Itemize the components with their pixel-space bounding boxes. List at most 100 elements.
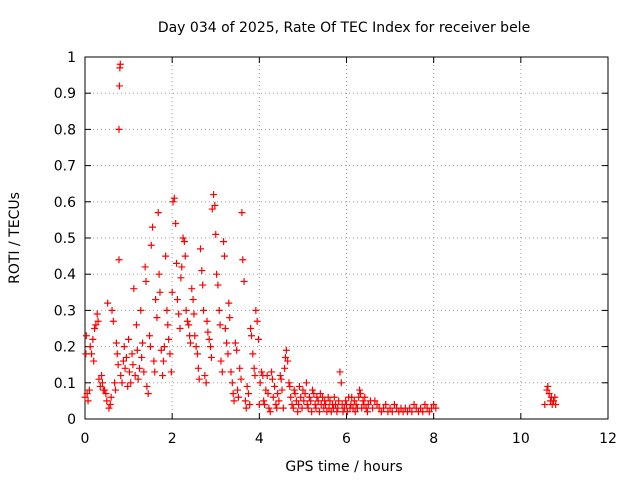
data-point [282,346,290,354]
data-point [272,401,280,409]
data-point [111,379,119,387]
data-point [243,382,251,390]
data-point [132,321,140,329]
data-point [343,408,351,416]
data-point [432,404,440,412]
data-point [166,350,174,358]
data-point [212,230,220,238]
data-point [200,306,208,314]
data-point [541,401,549,409]
data-point [183,317,191,325]
data-point [285,379,293,387]
data-point [333,408,341,416]
y-tick-label: 0.6 [54,195,76,211]
chart-title: Day 034 of 2025, Rate Of TEC Index for r… [158,20,530,36]
data-point [430,401,438,409]
data-point [229,390,237,398]
data-point [121,364,129,372]
data-points [81,60,560,416]
data-point [314,397,322,405]
data-point [146,343,154,351]
data-point [364,401,372,409]
data-point [215,306,223,314]
data-point [175,310,183,318]
data-point [82,332,90,340]
data-point [208,205,216,213]
data-point [406,404,414,412]
data-point [207,343,215,351]
data-point [189,296,197,304]
data-point [326,397,334,405]
data-point [108,306,116,314]
plot-border [84,56,609,420]
data-point [172,220,180,228]
data-point [247,332,255,340]
data-point [125,368,133,376]
data-point [295,401,303,409]
data-point [115,82,123,90]
data-point [249,350,257,358]
data-point [361,393,369,401]
data-point [124,382,132,390]
data-point [299,386,307,394]
data-point [386,404,394,412]
data-point [129,361,137,369]
data-point [350,397,358,405]
data-point [275,397,283,405]
data-point [218,368,226,376]
data-point [251,372,259,380]
data-point [309,386,317,394]
data-point [115,256,123,264]
data-point [159,372,167,380]
data-point [98,379,106,387]
data-point [221,325,229,332]
y-tick-label: 0.1 [54,376,76,392]
data-point [104,299,112,307]
data-point [128,350,136,358]
data-point [116,60,124,68]
data-point [342,397,350,405]
data-point [382,401,390,409]
data-point [284,357,292,365]
data-point [115,125,123,133]
data-point [152,296,160,304]
data-point [356,386,364,394]
data-point [305,393,313,401]
data-point [234,386,242,394]
data-point [264,390,272,398]
data-point [216,321,224,329]
data-point [165,335,173,343]
data-point [253,317,261,325]
data-point [113,350,121,358]
data-point [190,310,198,318]
data-point [220,252,228,260]
data-point [373,401,381,409]
data-point [324,393,332,401]
data-point [278,386,286,394]
data-point [154,209,162,217]
data-point [242,404,250,412]
data-point [310,390,318,398]
x-axis-label: GPS time / hours [285,459,402,475]
data-point [112,386,120,394]
data-point [81,393,89,401]
data-point [140,368,148,376]
data-point [233,346,241,354]
x-tick-label: 2 [168,431,177,447]
x-tick-label: 6 [342,431,351,447]
data-point [334,404,342,412]
data-point [169,198,177,206]
data-point [351,408,359,416]
data-point [268,375,276,383]
data-point [117,372,125,380]
data-point [164,321,172,329]
data-point [352,401,360,409]
data-point [419,408,427,416]
data-point [263,372,271,380]
data-point [156,288,164,296]
data-point [265,404,273,412]
data-point [294,408,302,416]
data-point [141,263,149,271]
data-point [155,270,163,278]
data-point [277,375,285,383]
